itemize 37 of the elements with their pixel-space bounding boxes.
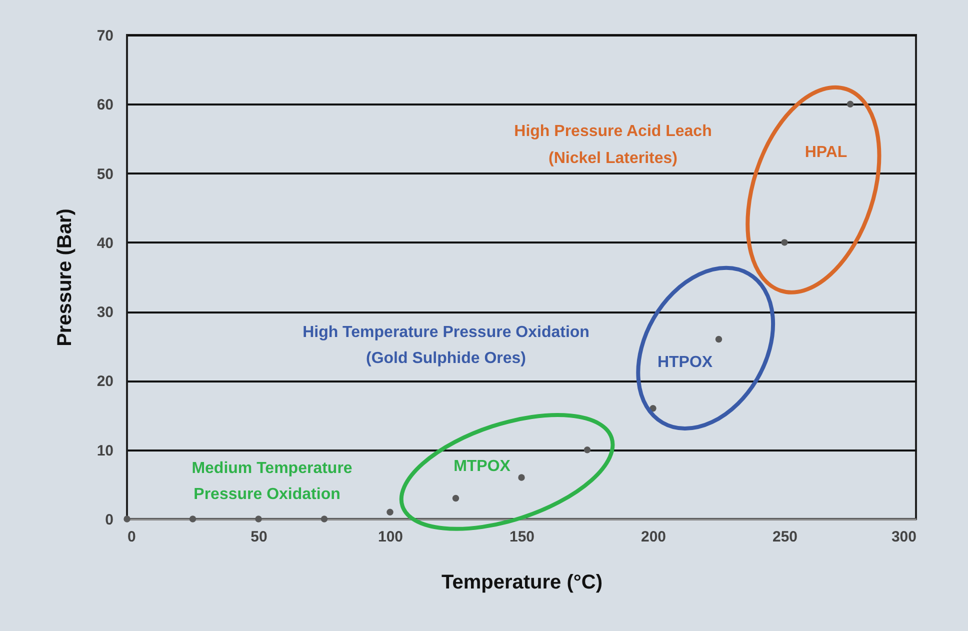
- y-tick-label: 20: [96, 373, 114, 390]
- x-tick-label: 150: [509, 528, 535, 546]
- y-tick-label: 60: [96, 96, 114, 114]
- point: [124, 516, 130, 522]
- annotation: HPAL: [804, 144, 848, 161]
- point: [518, 474, 525, 481]
- annotation: (Nickel Laterites): [548, 150, 678, 167]
- point: [715, 336, 722, 343]
- y-tick-label: 30: [96, 304, 114, 322]
- x-axis-title: Temperature (°C): [442, 572, 602, 594]
- y-tick-label: 10: [96, 442, 114, 460]
- x-tick-label: 200: [640, 528, 666, 546]
- point: [255, 516, 262, 522]
- point: [781, 239, 788, 246]
- point: [386, 508, 394, 516]
- x-tick-label: 100: [378, 528, 404, 546]
- point: [189, 516, 196, 522]
- point: [452, 494, 460, 502]
- annotation: (Gold Sulphide Ores): [366, 350, 526, 367]
- point: [320, 516, 328, 522]
- annotation: High Pressure Acid Leach: [514, 123, 712, 140]
- point: [846, 100, 854, 108]
- annotation: High Temperature Pressure Oxidation: [302, 324, 590, 341]
- y-tick-label: 40: [96, 234, 114, 252]
- annotation: HTPOX: [657, 354, 713, 371]
- y-axis-title: Pressure (Bar): [54, 208, 76, 346]
- x-tick-label: 0: [128, 528, 136, 546]
- y-tick-label: 70: [96, 28, 114, 44]
- y-tick-label: 0: [105, 512, 114, 528]
- y-tick-label: 50: [96, 166, 114, 183]
- x-tick-label: 50: [250, 528, 268, 546]
- annotation: MTPOX: [454, 458, 511, 475]
- annotation: Medium Temperature: [192, 460, 352, 477]
- x-tick-label: 300: [891, 528, 916, 546]
- annotation: Pressure Oxidation: [194, 486, 340, 503]
- x-tick-label: 250: [772, 528, 798, 546]
- point: [584, 446, 591, 454]
